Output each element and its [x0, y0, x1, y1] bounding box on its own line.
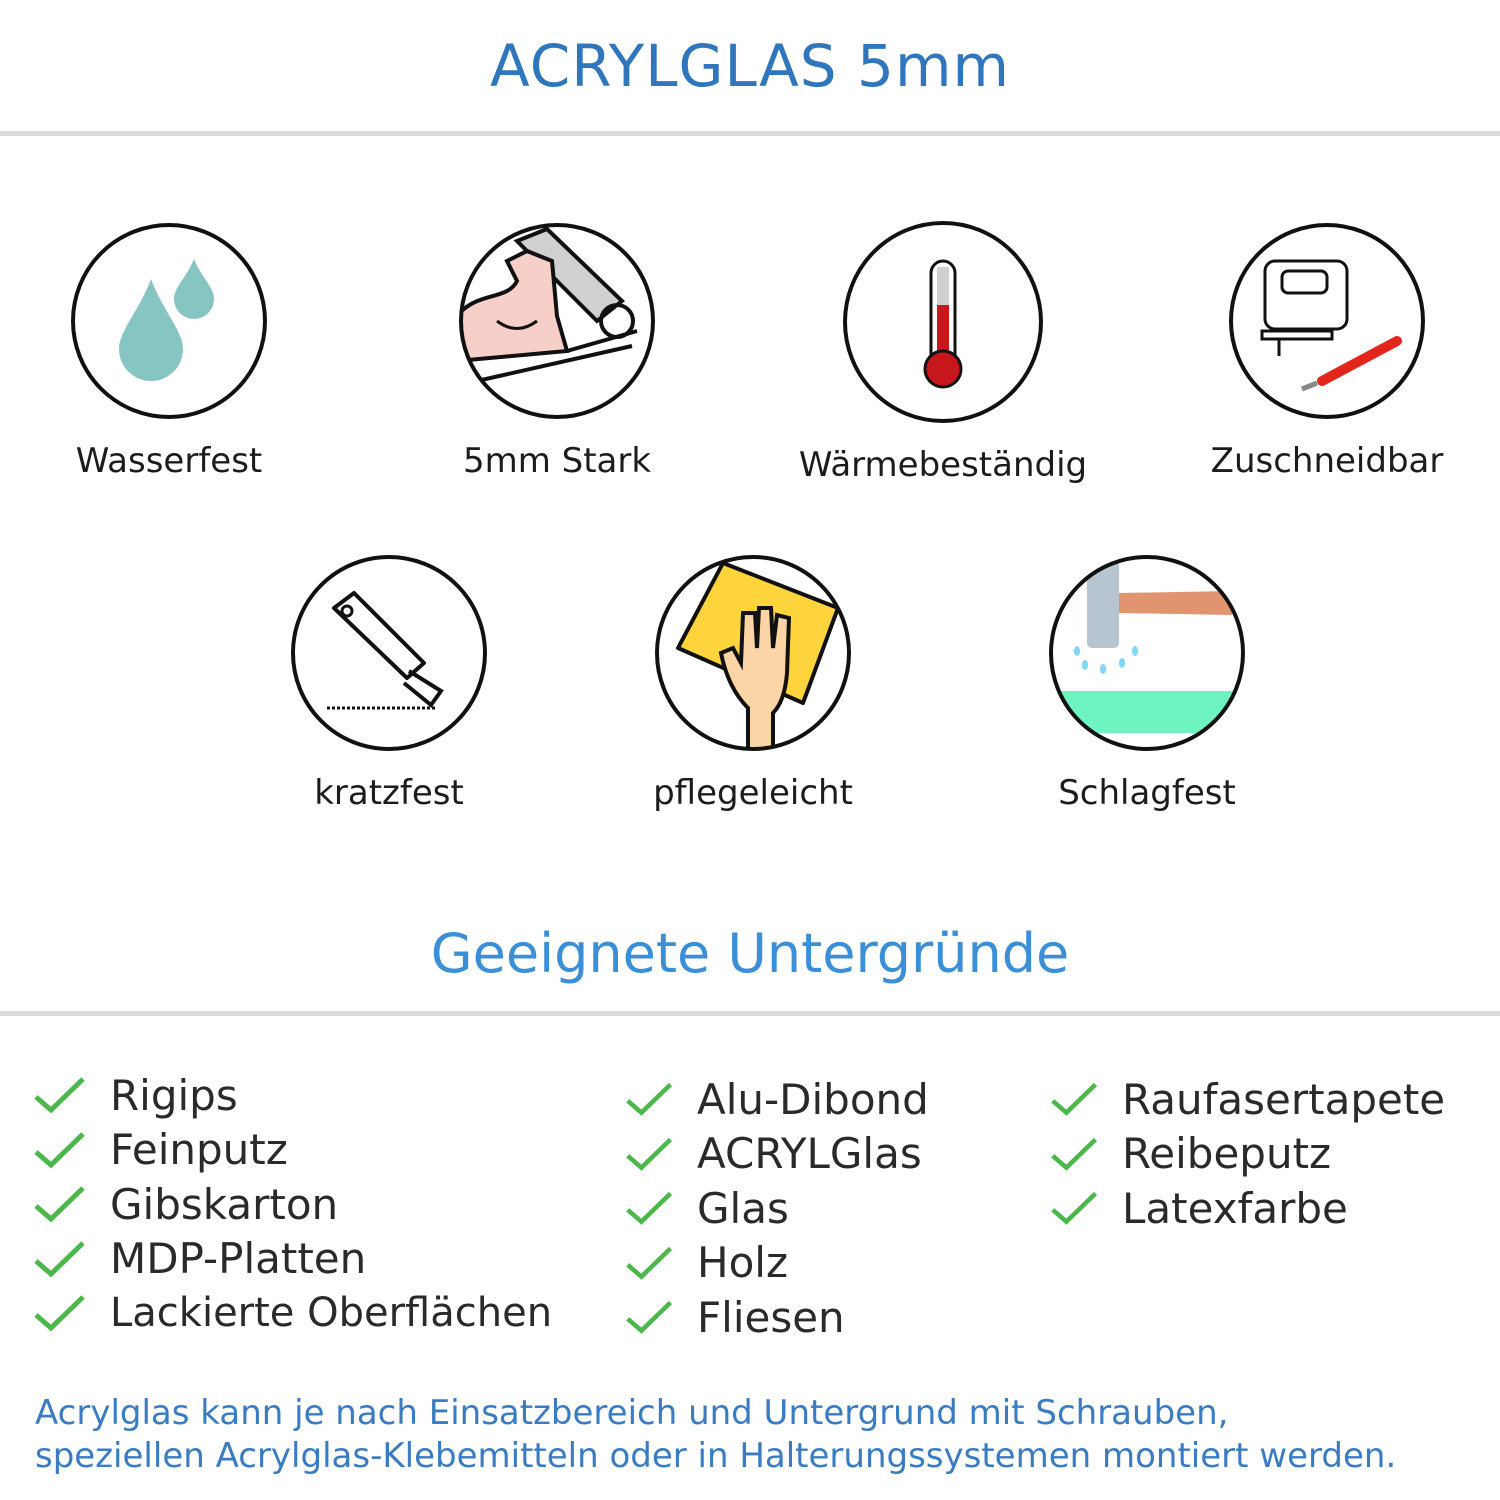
checkmark-icon	[626, 1083, 673, 1116]
surfaces-column-1: Rigips Feinputz Gibskarton MDP-Platten L…	[33, 1068, 552, 1341]
feature-schlagfest: Schlagfest	[997, 553, 1297, 813]
list-item: Gibskarton	[33, 1177, 552, 1232]
checkmark-icon	[34, 1240, 85, 1278]
page-title: ACRYLGLAS 5mm	[490, 32, 1010, 100]
feature-label: Zuschneidbar	[1210, 441, 1444, 481]
list-item: Reibeputz	[1050, 1127, 1445, 1182]
footer-note: Acrylglas kann je nach Einsatzbereich un…	[35, 1392, 1396, 1478]
list-item: Glas	[625, 1181, 929, 1236]
checkmark-icon	[34, 1131, 85, 1169]
list-item: Feinputz	[33, 1123, 552, 1178]
checkmark-icon	[34, 1077, 85, 1114]
checkmark-icon	[626, 1137, 673, 1171]
surface-label: Lackierte Oberflächen	[110, 1290, 553, 1337]
list-item: Rigips	[33, 1068, 552, 1123]
checkmark-icon	[1051, 1137, 1098, 1171]
feature-zuschneidbar: Zuschneidbar	[1177, 221, 1477, 481]
checkmark-icon	[626, 1192, 673, 1225]
surfaces-column-2: Alu-Dibond ACRYLGlas Glas Holz Fliesen	[625, 1072, 929, 1345]
list-item: Alu-Dibond	[625, 1072, 929, 1127]
surface-label: Glas	[697, 1183, 789, 1233]
checkmark-icon	[34, 1186, 85, 1223]
list-item: ACRYLGlas	[625, 1127, 929, 1182]
cutter-knife-icon	[291, 555, 487, 751]
hand-cleaning-icon	[655, 555, 851, 751]
divider	[0, 131, 1500, 136]
feature-label: Schlagfest	[1058, 773, 1236, 813]
list-item: Raufasertapete	[1050, 1072, 1445, 1127]
divider	[0, 1011, 1500, 1016]
surface-label: Holz	[697, 1238, 788, 1288]
water-drops-icon	[71, 223, 267, 419]
list-item: MDP-Platten	[33, 1232, 552, 1287]
checkmark-icon	[1051, 1083, 1098, 1116]
footer-line-2: speziellen Acrylglas-Klebemitteln oder i…	[35, 1436, 1397, 1476]
surface-label: Alu-Dibond	[697, 1074, 929, 1124]
feature-label: kratzfest	[314, 773, 464, 813]
feature-label: 5mm Stark	[462, 441, 652, 481]
list-item: Fliesen	[625, 1290, 929, 1345]
surfaces-column-3: Raufasertapete Reibeputz Latexfarbe	[1050, 1072, 1445, 1236]
feature-kratzfest: kratzfest	[239, 553, 539, 813]
footer-line-1: Acrylglas kann je nach Einsatzbereich un…	[35, 1393, 1229, 1433]
feature-5mm-stark: 5mm Stark	[407, 221, 707, 481]
feature-label: pflegeleicht	[653, 773, 853, 813]
surface-label: Latexfarbe	[1122, 1183, 1348, 1233]
surface-label: Gibskarton	[110, 1179, 339, 1229]
checkmark-icon	[34, 1295, 85, 1332]
feature-pflegeleicht: pflegeleicht	[603, 553, 903, 813]
list-item: Lackierte Oberflächen	[33, 1286, 552, 1341]
surface-label: Rigips	[110, 1070, 238, 1120]
surface-label: Fliesen	[697, 1292, 845, 1342]
surfaces-heading: Geeignete Untergründe	[430, 922, 1070, 985]
surface-label: Feinputz	[110, 1125, 288, 1175]
feature-waermebestaendig: Wärmebeständig	[793, 221, 1093, 485]
jigsaw-cutter-icon	[1229, 223, 1425, 419]
strong-arm-icon	[459, 223, 655, 419]
feature-wasserfest: Wasserfest	[19, 221, 319, 481]
surface-label: Raufasertapete	[1122, 1074, 1446, 1124]
list-item: Holz	[625, 1236, 929, 1291]
checkmark-icon	[1051, 1192, 1098, 1225]
surface-label: Reibeputz	[1122, 1129, 1332, 1179]
feature-label: Wasserfest	[75, 441, 263, 481]
surface-label: ACRYLGlas	[697, 1129, 922, 1179]
list-item: Latexfarbe	[1050, 1181, 1445, 1236]
checkmark-icon	[626, 1301, 673, 1334]
hammer-impact-icon	[1049, 555, 1245, 751]
checkmark-icon	[626, 1246, 673, 1280]
surface-label: MDP-Platten	[110, 1234, 367, 1284]
thermometer-icon	[843, 221, 1043, 423]
feature-label: Wärmebeständig	[798, 445, 1088, 485]
